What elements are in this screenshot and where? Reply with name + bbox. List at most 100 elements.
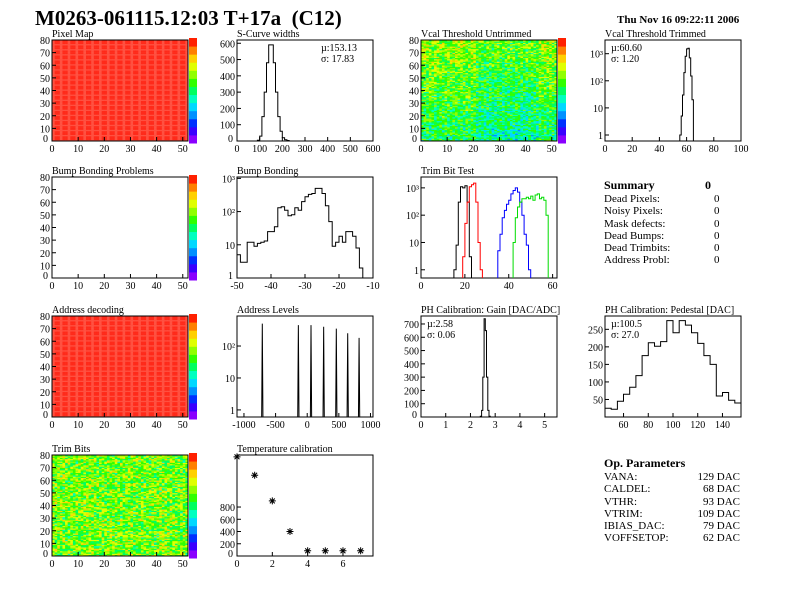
heatmap-cell <box>138 104 142 106</box>
heatmap-cell <box>444 122 448 124</box>
heatmap-cell <box>67 114 71 117</box>
heatmap-cell <box>117 127 121 129</box>
heatmap-cell <box>65 122 68 124</box>
heatmap-cell <box>80 111 84 114</box>
heatmap-cell <box>174 100 178 103</box>
heatmap-cell <box>52 138 55 141</box>
heatmap-cell <box>439 61 443 64</box>
heatmap-cell <box>174 118 178 120</box>
heatmap-cell <box>138 60 142 62</box>
heatmap-cell <box>112 45 116 47</box>
heatmap-cell <box>140 124 144 127</box>
heatmap-cell <box>78 43 82 46</box>
heatmap-cell <box>436 101 440 104</box>
heatmap-cell <box>130 119 134 122</box>
heatmap-cell <box>80 115 84 118</box>
heatmap-cell <box>156 65 160 67</box>
heatmap-cell <box>434 89 437 91</box>
heatmap-cell <box>434 94 437 96</box>
heatmap-cell <box>114 111 118 114</box>
heatmap-cell <box>148 95 152 98</box>
heatmap-cell <box>52 95 55 98</box>
heatmap-cell <box>421 108 424 110</box>
heatmap-cell <box>72 71 76 74</box>
heatmap-cell <box>164 55 168 57</box>
heatmap-cell <box>143 84 147 86</box>
heatmap-cell <box>172 104 176 106</box>
heatmap-cell <box>161 82 165 85</box>
heatmap-cell <box>88 80 92 82</box>
heatmap-cell <box>180 86 184 89</box>
heatmap-cell <box>148 125 152 128</box>
heatmap-cell <box>106 117 110 119</box>
heatmap-cell <box>96 129 100 132</box>
heatmap-cell <box>177 43 181 46</box>
heatmap-cell <box>146 70 150 72</box>
heatmap-cell <box>172 85 176 88</box>
heatmap-cell <box>130 128 134 130</box>
heatmap-cell <box>135 103 139 105</box>
heatmap-cell <box>62 108 66 110</box>
heatmap-cell <box>86 75 89 77</box>
heatmap-cell <box>52 100 55 103</box>
heatmap-cell <box>143 74 147 76</box>
heatmap-cell <box>156 118 160 120</box>
heatmap-cell <box>135 80 139 82</box>
heatmap-cell <box>125 61 129 64</box>
heatmap-cell <box>164 115 168 118</box>
heatmap-cell <box>78 113 82 115</box>
heatmap-cell <box>122 50 126 52</box>
heatmap-cell <box>169 66 173 69</box>
heatmap-cell <box>114 50 118 52</box>
heatmap-cell <box>174 106 178 109</box>
heatmap-cell <box>72 65 76 67</box>
heatmap-cell <box>70 113 74 115</box>
heatmap-cell <box>434 87 437 90</box>
heatmap-cell <box>104 113 108 115</box>
heatmap-cell <box>88 115 92 118</box>
heatmap-cell <box>161 101 165 104</box>
heatmap-cell <box>434 46 437 48</box>
heatmap-cell <box>434 58 437 61</box>
heatmap-cell <box>154 118 157 120</box>
heatmap-cell <box>125 52 129 55</box>
heatmap-cell <box>114 95 118 98</box>
heatmap-cell <box>164 99 168 101</box>
heatmap-cell <box>156 75 160 77</box>
heatmap-cell <box>72 108 76 110</box>
heatmap-cell <box>426 72 430 75</box>
heatmap-cell <box>154 43 157 46</box>
heatmap-cell <box>127 45 131 47</box>
heatmap-cell <box>164 98 168 100</box>
heatmap-cell <box>138 75 142 77</box>
heatmap-cell <box>125 103 129 105</box>
heatmap-cell <box>154 93 157 95</box>
heatmap-cell <box>164 86 168 89</box>
heatmap-cell <box>125 45 129 47</box>
heatmap-cell <box>72 50 76 52</box>
heatmap-cell <box>104 63 108 66</box>
heatmap-cell <box>117 70 121 72</box>
heatmap-cell <box>148 129 152 132</box>
heatmap-cell <box>93 48 97 51</box>
heatmap-cell <box>109 74 113 76</box>
heatmap-cell <box>101 94 105 96</box>
heatmap-cell <box>436 66 440 69</box>
heatmap-cell <box>441 62 445 65</box>
heatmap-cell <box>428 108 432 110</box>
heatmap-cell <box>148 61 152 64</box>
heatmap-cell <box>72 55 76 57</box>
heatmap-cell <box>112 109 116 111</box>
heatmap-cell <box>80 117 84 119</box>
heatmap-cell <box>67 41 71 43</box>
heatmap-cell <box>133 94 136 96</box>
heatmap-cell <box>120 113 123 115</box>
heatmap-cell <box>106 57 110 60</box>
heatmap-cell <box>423 124 427 127</box>
heatmap-cell <box>439 120 443 123</box>
heatmap-cell <box>164 62 168 65</box>
heatmap-cell <box>177 86 181 89</box>
heatmap-cell <box>80 109 84 111</box>
heatmap-cell <box>125 120 129 123</box>
heatmap-cell <box>439 118 443 120</box>
